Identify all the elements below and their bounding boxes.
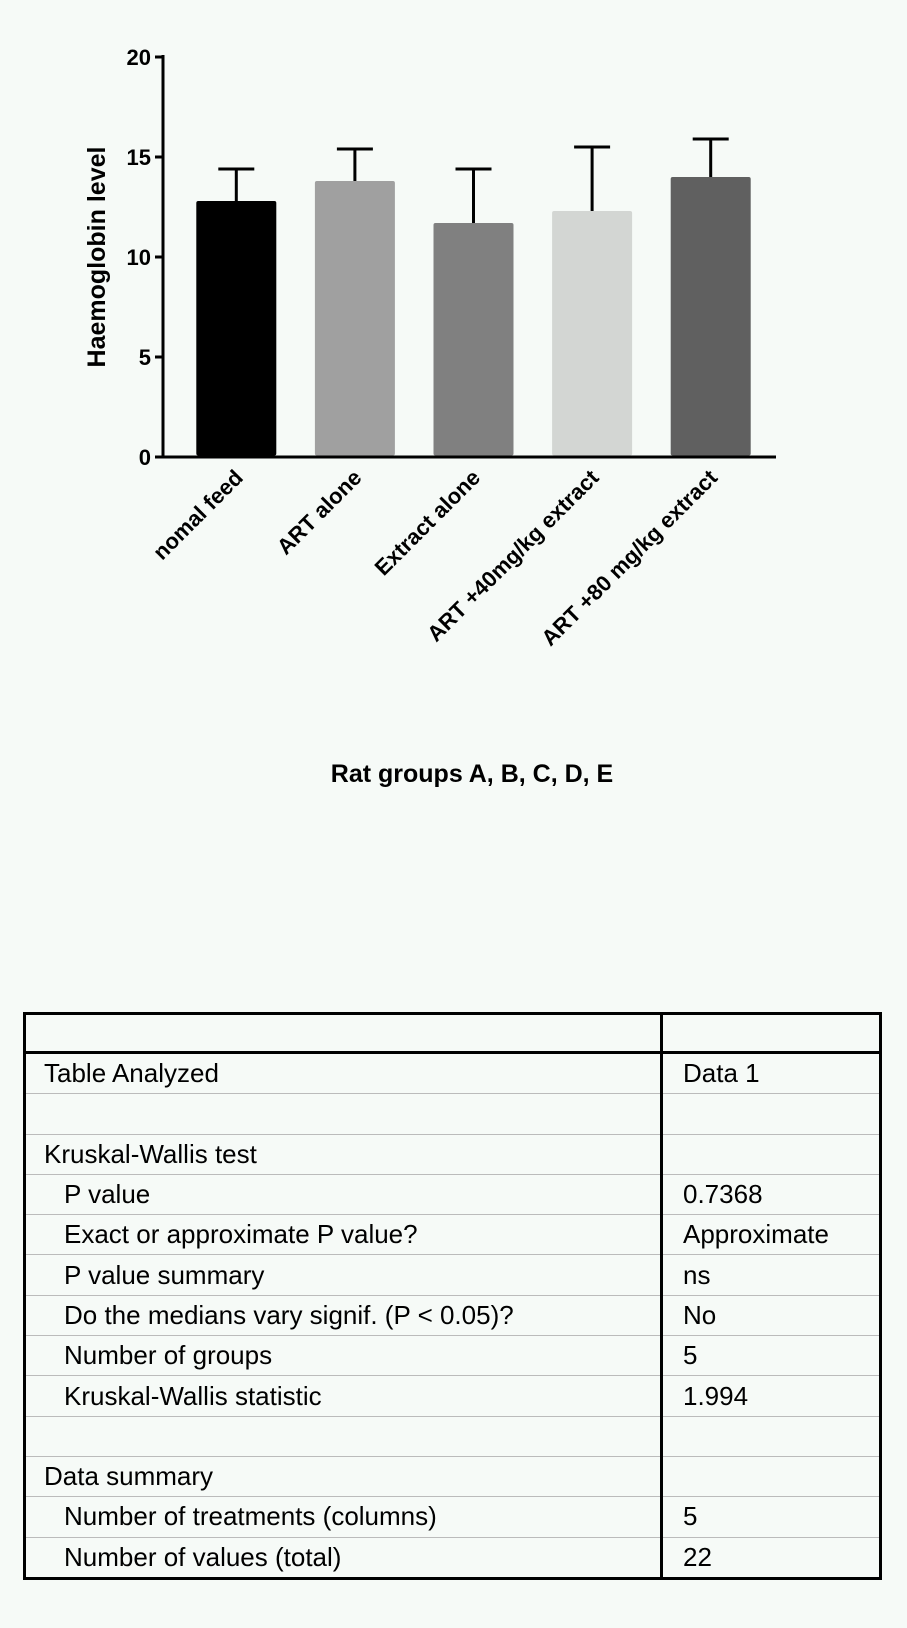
row-label (24, 1093, 662, 1135)
row-value (660, 1134, 881, 1175)
y-tick-label: 20 (127, 45, 151, 70)
bar (552, 211, 633, 456)
row-label (24, 1416, 662, 1457)
row-value (660, 1093, 881, 1135)
x-tick-label: ART alone (272, 465, 367, 560)
table-row: Number of treatments (columns) 5 (24, 1496, 881, 1538)
row-label: Kruskal-Wallis statistic (24, 1375, 662, 1417)
bar-chart: 0 5 10 15 20 nomal feed ART alone Extract alon… (83, 45, 776, 788)
results-table: Table Analyzed Data 1 Kruskal-Wallis test P… (23, 1012, 882, 1580)
y-tick-label: 5 (139, 345, 151, 370)
bars (196, 137, 751, 456)
row-label: Exact or approximate P value? (24, 1214, 662, 1256)
row-value (660, 1416, 881, 1457)
row-label: Number of groups (24, 1335, 662, 1377)
row-value: 22 (660, 1537, 881, 1579)
table-row: Table Analyzed Data 1 (24, 1052, 881, 1095)
header-cell (24, 1013, 662, 1054)
row-value: No (660, 1295, 881, 1337)
table-row (24, 1093, 881, 1135)
axes: 0 5 10 15 20 (127, 45, 776, 470)
y-tick-label: 10 (127, 245, 151, 270)
row-label: Number of values (total) (24, 1537, 662, 1579)
x-tick-label: Extract alone (370, 465, 485, 580)
row-value: 1.994 (660, 1375, 881, 1417)
row-label: Do the medians vary signif. (P < 0.05)? (24, 1295, 662, 1337)
table-row: Number of groups 5 (24, 1335, 881, 1377)
table-row: Exact or approximate P value? Approximate (24, 1214, 881, 1256)
table-row: Do the medians vary signif. (P < 0.05)? N… (24, 1295, 881, 1337)
row-label: Kruskal-Wallis test (24, 1134, 662, 1175)
row-label: P value (24, 1174, 662, 1216)
row-label: P value summary (24, 1254, 662, 1296)
table-row (24, 1416, 881, 1457)
table-row: Kruskal-Wallis test (24, 1134, 881, 1175)
row-value: 5 (660, 1496, 881, 1538)
table-row: Number of values (total) 22 (24, 1537, 881, 1579)
y-axis-title: Haemoglobin level (83, 147, 111, 368)
bar (314, 181, 395, 456)
x-tick-label: nomal feed (148, 465, 248, 565)
row-label: Number of treatments (columns) (24, 1496, 662, 1538)
row-label: Table Analyzed (24, 1052, 662, 1095)
bar (670, 177, 751, 456)
row-value: 5 (660, 1335, 881, 1377)
y-tick-label: 15 (127, 145, 151, 170)
table-row: Kruskal-Wallis statistic 1.994 (24, 1375, 881, 1417)
table-row: Data summary (24, 1456, 881, 1498)
header-cell (660, 1013, 881, 1054)
x-axis-title: Rat groups A, B, C, D, E (331, 760, 613, 788)
row-value: Approximate (660, 1214, 881, 1256)
row-label: Data summary (24, 1456, 662, 1498)
table-row: P value summary ns (24, 1254, 881, 1296)
row-value: ns (660, 1254, 881, 1296)
row-value: Data 1 (660, 1052, 881, 1095)
row-value: 0.7368 (660, 1174, 881, 1216)
row-value (660, 1456, 881, 1498)
bar (433, 223, 514, 456)
bar (196, 201, 277, 456)
y-tick-label: 0 (139, 445, 151, 470)
table-header-row (24, 1013, 881, 1054)
table-row: P value 0.7368 (24, 1174, 881, 1216)
